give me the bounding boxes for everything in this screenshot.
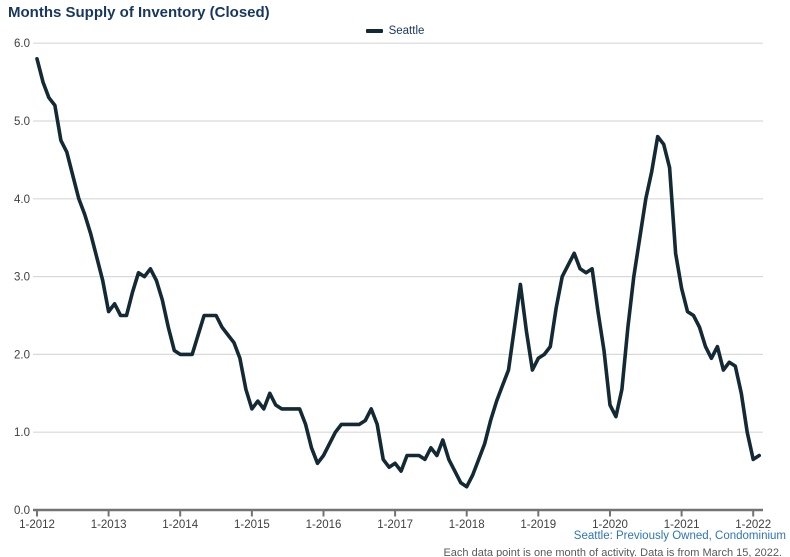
svg-text:1-2022: 1-2022: [735, 519, 771, 531]
svg-text:1-2016: 1-2016: [306, 519, 342, 531]
svg-text:1.0: 1.0: [14, 427, 30, 439]
legend: Seattle: [0, 25, 790, 37]
svg-text:1-2020: 1-2020: [592, 519, 628, 531]
svg-text:1-2013: 1-2013: [91, 519, 127, 531]
footnote-data-source: Each data point is one month of activity…: [443, 547, 782, 557]
y-axis-tick-labels: 0.0 1.0 2.0 3.0 4.0 5.0 6.0: [14, 38, 30, 517]
svg-text:1-2017: 1-2017: [377, 519, 413, 531]
seattle-series-line: [35, 56, 762, 489]
svg-text:5.0: 5.0: [14, 116, 30, 128]
x-axis: [33, 508, 763, 517]
svg-text:1-2019: 1-2019: [520, 519, 556, 531]
svg-text:0.0: 0.0: [14, 505, 30, 517]
svg-text:6.0: 6.0: [14, 38, 30, 50]
x-axis-tick-labels: 1-2012 1-2013 1-2014 1-2015 1-2016 1-2017 1-20…: [19, 519, 771, 531]
svg-text:1-2012: 1-2012: [19, 519, 55, 531]
svg-text:3.0: 3.0: [14, 272, 30, 284]
legend-series-label: Seattle: [388, 25, 425, 37]
legend-line-marker-icon: [365, 29, 383, 33]
svg-text:4.0: 4.0: [14, 194, 30, 206]
svg-text:1-2015: 1-2015: [234, 519, 270, 531]
svg-text:1-2021: 1-2021: [664, 519, 700, 531]
svg-text:2.0: 2.0: [14, 349, 30, 361]
svg-text:1-2014: 1-2014: [162, 519, 198, 531]
footnote-series-description: Seattle: Previously Owned, Condominium: [573, 530, 786, 542]
horizontal-gridlines: [33, 42, 763, 433]
chart-title: Months Supply of Inventory (Closed): [8, 4, 270, 21]
svg-text:1-2018: 1-2018: [449, 519, 485, 531]
